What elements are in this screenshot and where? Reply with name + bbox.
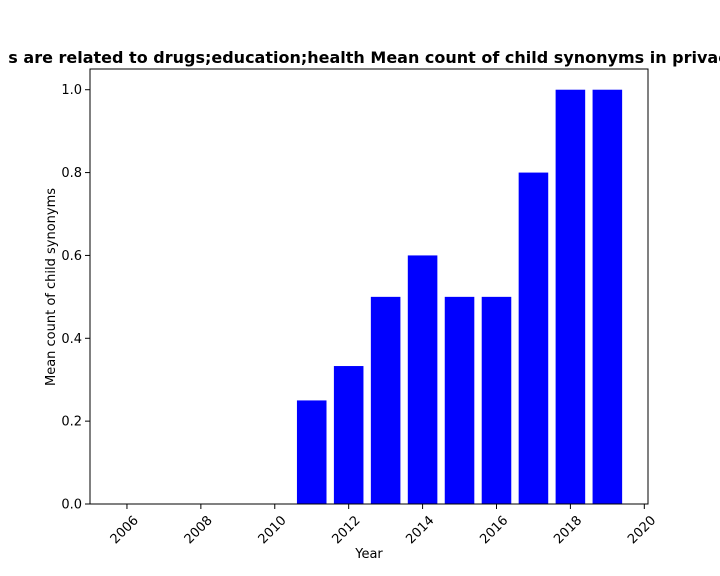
bars-group (296, 89, 623, 505)
x-axis-ticks: 2006 2008 2010 2012 2014 2016 2018 2020 (108, 504, 659, 547)
bar-2013 (370, 296, 401, 504)
y-tick-label-0: 0.0 (61, 498, 82, 513)
y-axis-ticks: 0.0 0.2 0.4 0.6 0.8 1.0 (61, 83, 90, 513)
plot-frame (89, 68, 649, 505)
bar-2015 (444, 296, 475, 504)
y-tick-label-4: 0.8 (61, 166, 82, 181)
y-tick-label-3: 0.6 (61, 249, 82, 264)
chart-title: s are related to drugs;education;health … (8, 48, 720, 67)
x-tick-label-2014: 2014 (403, 513, 437, 547)
y-axis-label: Mean count of child synonyms (44, 188, 59, 386)
bar-2016 (481, 296, 512, 504)
y-tick-label-1: 0.2 (61, 415, 82, 430)
x-tick-label-2020: 2020 (625, 513, 659, 547)
bar-2017 (518, 172, 549, 505)
x-tick-label-2006: 2006 (108, 513, 142, 547)
x-tick-label-2008: 2008 (182, 513, 216, 547)
bar-2014 (407, 255, 438, 504)
y-tick-label-5: 1.0 (61, 83, 82, 98)
bar-2011 (296, 400, 327, 504)
x-tick-label-2016: 2016 (477, 513, 511, 547)
bar-2012 (333, 366, 364, 504)
bar-2018 (555, 89, 586, 504)
x-tick-label-2012: 2012 (329, 513, 363, 547)
x-tick-label-2018: 2018 (551, 513, 585, 547)
bar-2019 (592, 89, 623, 504)
y-tick-label-2: 0.4 (61, 332, 82, 347)
x-axis-label: Year (354, 547, 383, 562)
x-tick-label-2010: 2010 (256, 513, 290, 547)
